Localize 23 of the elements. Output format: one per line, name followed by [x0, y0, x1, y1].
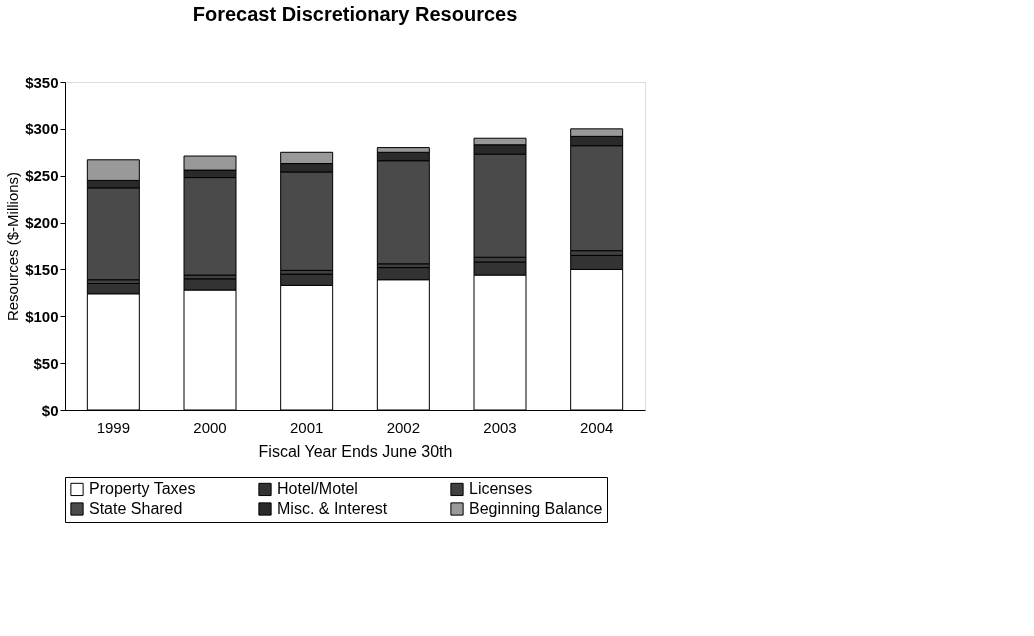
y-tick-label: $100 [25, 307, 59, 325]
chart-title: Forecast Discretionary Resources [192, 3, 518, 25]
x-tick-label: 2001 [289, 418, 324, 436]
y-tick-label: $50 [33, 354, 59, 372]
x-tick-label: 2003 [483, 418, 517, 436]
y-tick-label: $350 [25, 73, 59, 91]
y-tick-label: $200 [25, 214, 59, 232]
y-tick-label: $250 [25, 167, 59, 185]
x-tick-label: 2000 [193, 418, 227, 436]
legend-label: Hotel/Motel [277, 480, 358, 498]
legend-label: Misc. & Interest [277, 500, 388, 517]
x-axis-title: Fiscal Year Ends June 30th [258, 442, 453, 460]
y-tick-label: $150 [25, 260, 59, 278]
y-tick-label: $300 [25, 120, 59, 138]
legend-label: Licenses [469, 480, 533, 498]
x-tick-label: 2002 [386, 418, 421, 436]
legend-label: Property Taxes [89, 480, 196, 498]
x-tick-label: 1999 [96, 418, 131, 436]
x-tick-label: 2004 [579, 418, 614, 436]
y-tick-label: $0 [41, 401, 59, 419]
legend-label: State Shared [89, 500, 183, 517]
y-axis-title: Resources ($-Millions) [4, 171, 22, 322]
legend-label: Beginning Balance [469, 500, 603, 517]
